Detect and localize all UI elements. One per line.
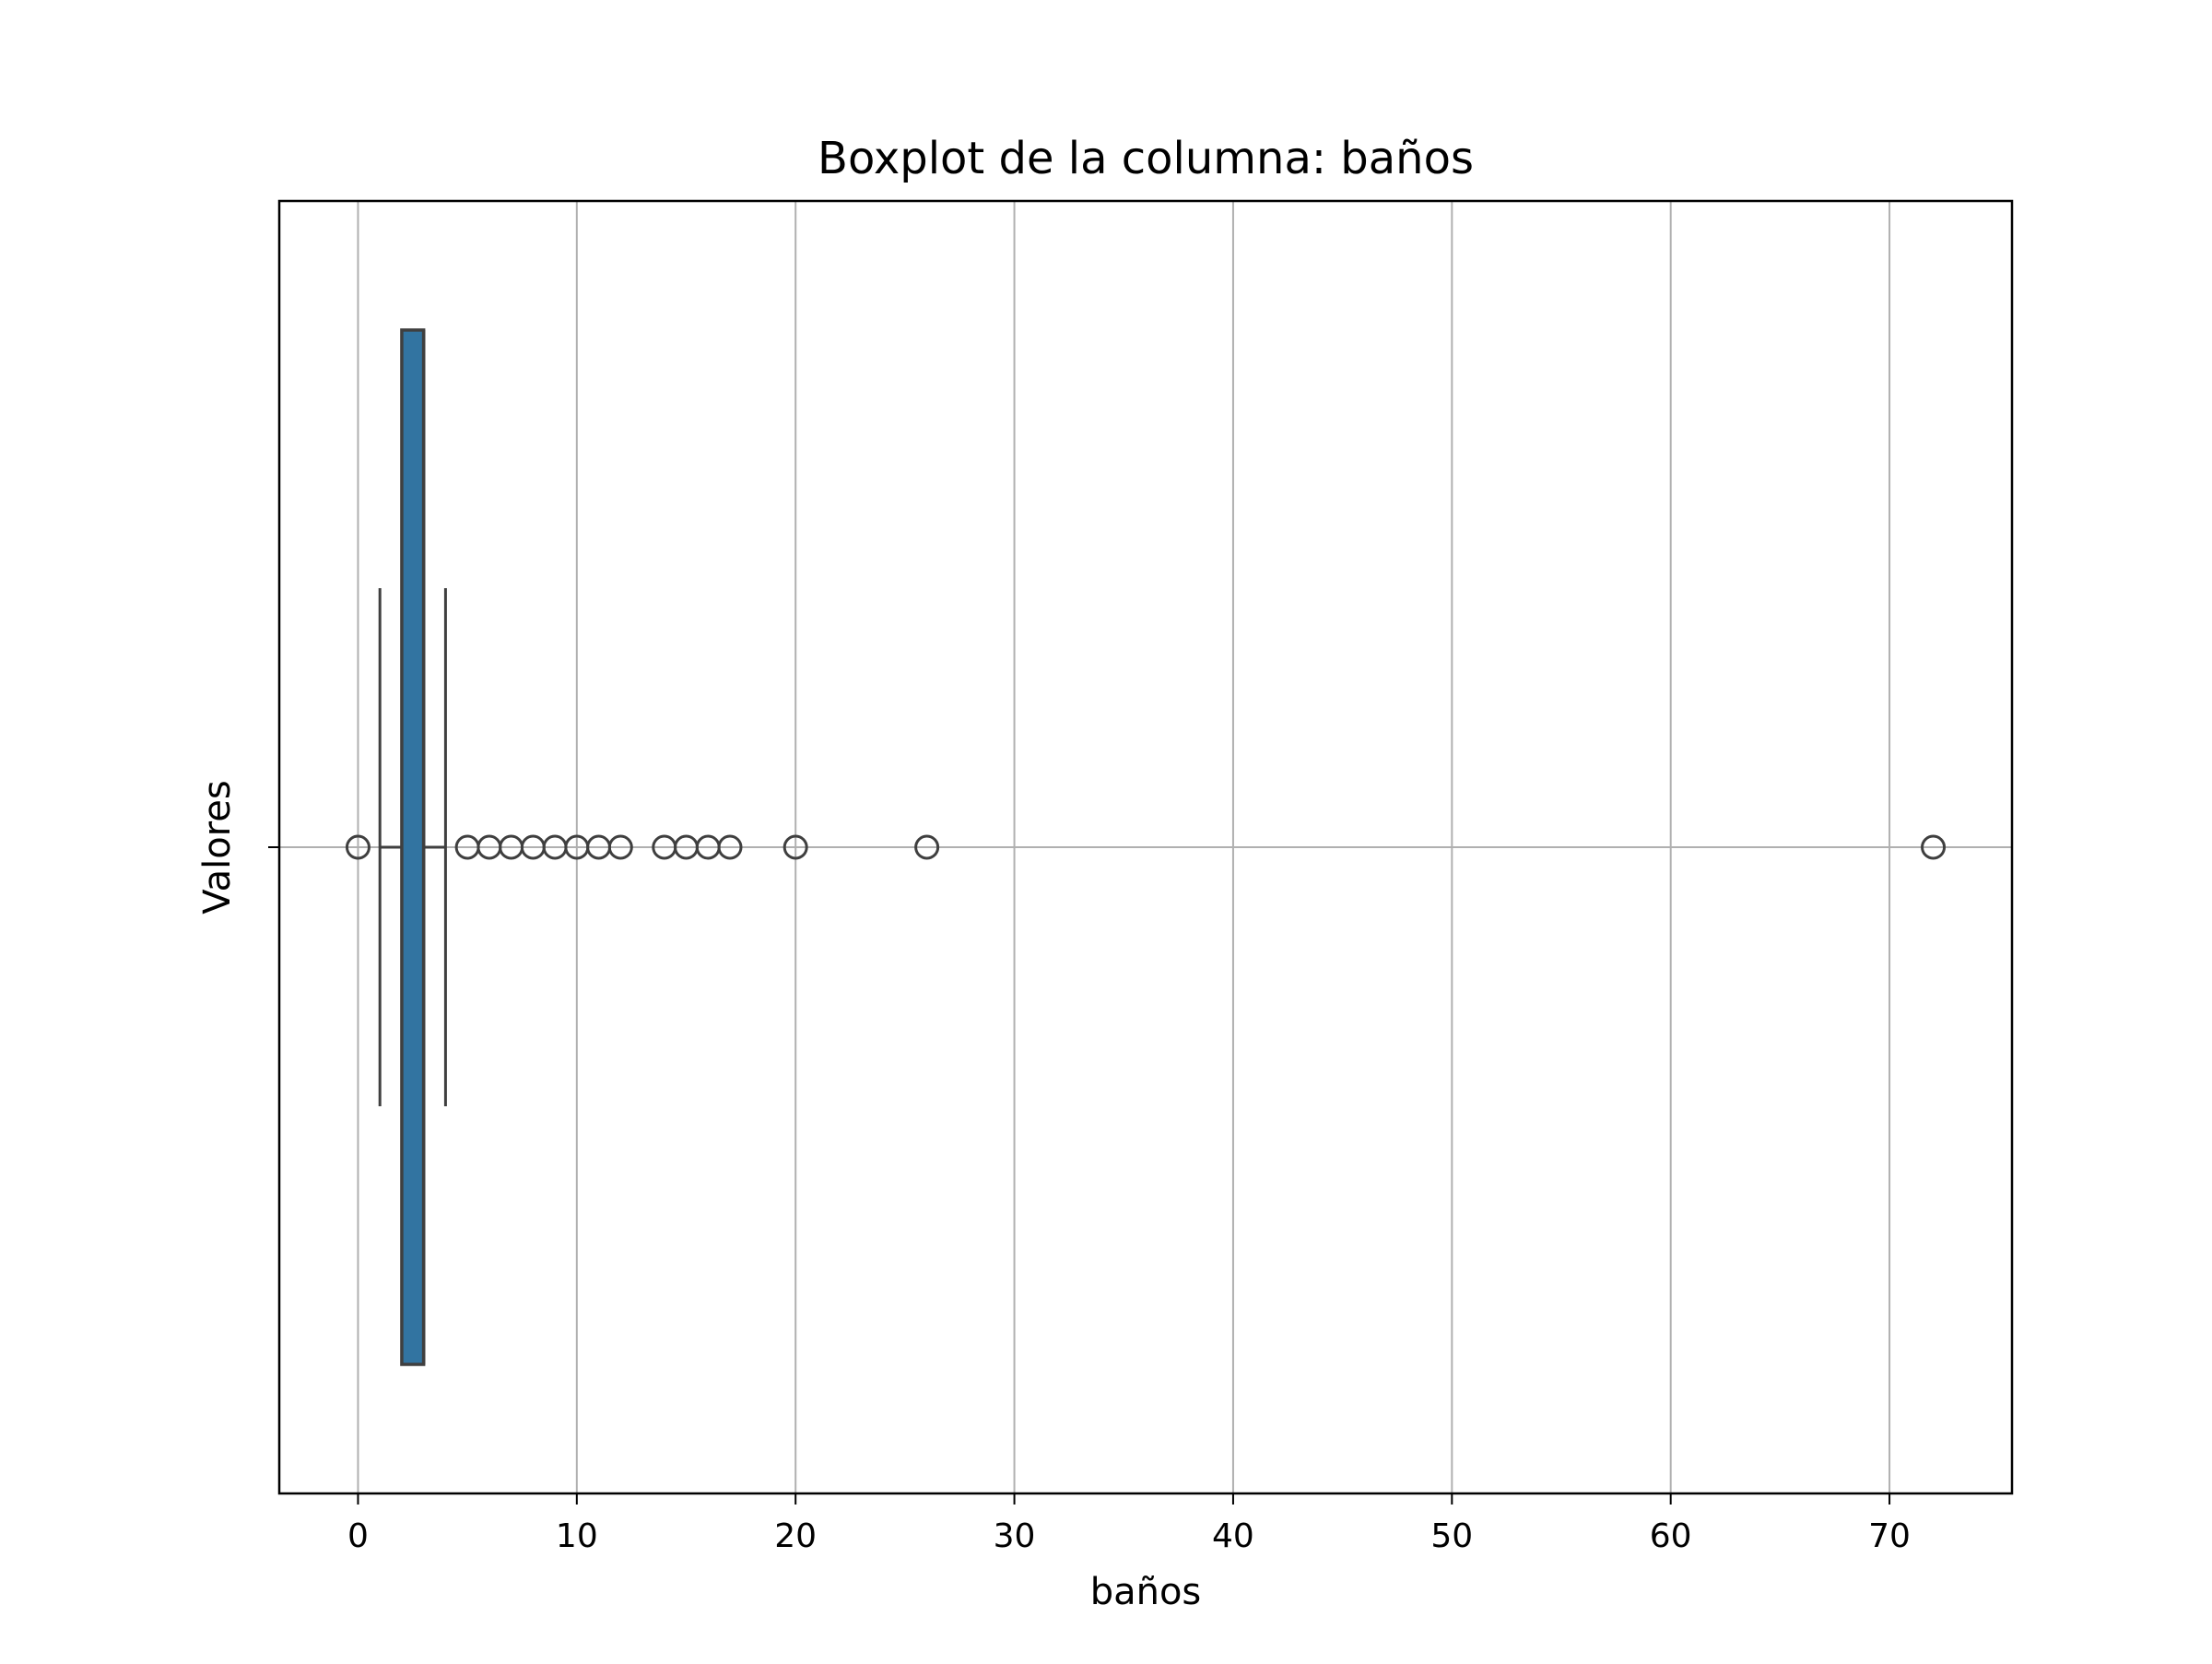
x-tick-label: 40 (1212, 1517, 1254, 1555)
x-axis-label: baños (1090, 1571, 1202, 1613)
y-axis-label: Valores (196, 780, 239, 914)
outlier-point (914, 834, 940, 860)
x-tick-label: 50 (1430, 1517, 1473, 1555)
outlier-point (1921, 834, 1947, 860)
outlier-point (607, 834, 633, 860)
iqr-box (400, 328, 426, 1366)
x-ticks: 0 10 20 30 40 50 60 70 (347, 1493, 1911, 1555)
outlier-point (782, 834, 808, 860)
outliers-group (345, 834, 1947, 860)
outlier-point (345, 834, 371, 860)
grid-lines (279, 201, 2012, 1493)
x-tick-label: 20 (774, 1517, 817, 1555)
outlier-point (717, 834, 743, 860)
x-tick-label: 60 (1650, 1517, 1692, 1555)
box-group (378, 328, 447, 1366)
x-tick-label: 30 (994, 1517, 1036, 1555)
x-tick-label: 70 (1868, 1517, 1911, 1555)
x-tick-label: 10 (556, 1517, 598, 1555)
x-tick-label: 0 (347, 1517, 369, 1555)
chart-title: Boxplot de la columna: baños (818, 133, 1474, 184)
